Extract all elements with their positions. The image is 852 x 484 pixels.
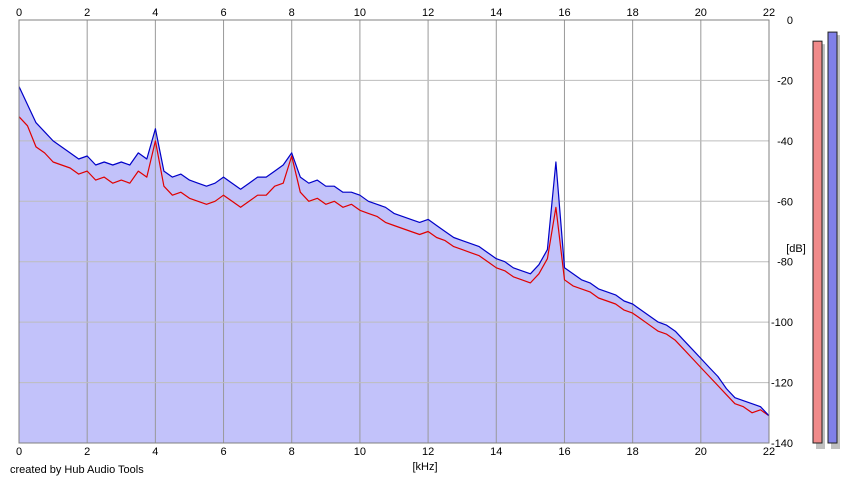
x-tick-label-bottom: 4 xyxy=(152,446,158,458)
series-line-layer xyxy=(18,86,770,417)
y-tick-label: -20 xyxy=(777,75,793,87)
x-tick-label-top: 16 xyxy=(558,7,570,19)
series-line-blue xyxy=(18,86,770,417)
x-tick-label-top: 0 xyxy=(16,7,22,19)
x-tick-label-top: 4 xyxy=(152,7,158,19)
x-tick-label-top: 18 xyxy=(627,7,639,19)
x-tick-label-top: 14 xyxy=(490,7,502,19)
y-tick-label: -40 xyxy=(777,136,793,148)
spectrum-fill-area xyxy=(19,86,769,443)
x-tick-label-bottom: 2 xyxy=(84,446,90,458)
credit-label: created by Hub Audio Tools xyxy=(10,464,144,476)
grid-layer xyxy=(18,19,770,444)
spectrum-fill-layer xyxy=(19,86,769,443)
x-tick-label-bottom: 6 xyxy=(220,446,226,458)
x-tick-label-bottom: 14 xyxy=(490,446,502,458)
x-tick-label-bottom: 16 xyxy=(558,446,570,458)
x-tick-label-top: 10 xyxy=(354,7,366,19)
x-tick-label-top: 6 xyxy=(220,7,226,19)
x-tick-label-top: 8 xyxy=(289,7,295,19)
y-tick-label: -100 xyxy=(771,317,793,329)
tick-label-layer: 002244668810101212141416161818202022220-… xyxy=(16,7,793,458)
x-tick-label-top: 2 xyxy=(84,7,90,19)
x-axis-label: [kHz] xyxy=(412,461,437,473)
plot-frame xyxy=(18,19,770,444)
level-meter-blue xyxy=(827,31,838,444)
y-tick-label: -60 xyxy=(777,196,793,208)
level-meter-group xyxy=(812,31,840,450)
x-tick-label-bottom: 22 xyxy=(763,446,775,458)
x-tick-label-bottom: 12 xyxy=(422,446,434,458)
x-tick-label-bottom: 18 xyxy=(627,446,639,458)
y-tick-label: 0 xyxy=(787,15,793,27)
x-tick-label-top: 20 xyxy=(695,7,707,19)
level-meter-red xyxy=(812,40,823,444)
x-tick-label-bottom: 20 xyxy=(695,446,707,458)
y-axis-label: [dB] xyxy=(786,243,806,255)
x-tick-label-bottom: 10 xyxy=(354,446,366,458)
y-tick-label: -120 xyxy=(771,378,793,390)
x-tick-label-bottom: 8 xyxy=(289,446,295,458)
x-tick-label-top: 12 xyxy=(422,7,434,19)
x-tick-label-top: 22 xyxy=(763,7,775,19)
series-line-red xyxy=(18,116,770,417)
y-tick-label: -140 xyxy=(771,438,793,450)
x-tick-label-bottom: 0 xyxy=(16,446,22,458)
y-tick-label: -80 xyxy=(777,257,793,269)
